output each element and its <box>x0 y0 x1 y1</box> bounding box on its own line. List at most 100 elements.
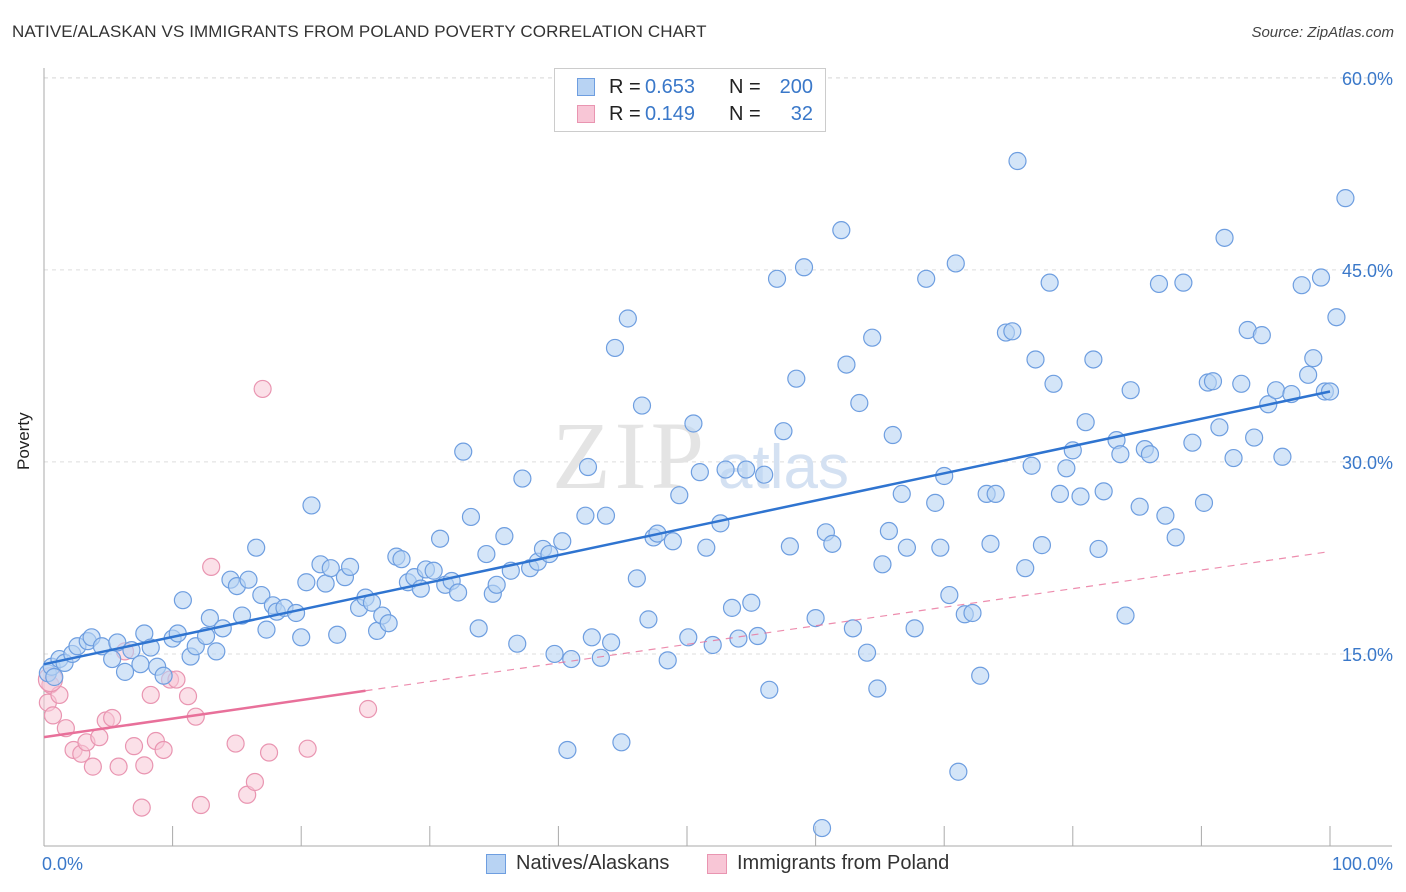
natives-point <box>612 733 631 752</box>
natives-point <box>892 484 911 504</box>
natives-point <box>1149 274 1169 294</box>
natives-point <box>1130 497 1149 516</box>
natives-point <box>1215 228 1234 247</box>
natives-point <box>1183 433 1202 452</box>
bottom-legend-swatch-poland <box>707 853 727 874</box>
natives-point <box>843 619 862 638</box>
legend-r-label: R = <box>609 75 641 98</box>
natives-point <box>767 269 787 288</box>
natives-point <box>1008 151 1027 171</box>
natives-point <box>1299 365 1318 384</box>
natives-point <box>618 309 637 328</box>
poland-point <box>358 699 378 719</box>
natives-point <box>729 629 748 648</box>
poland-point <box>245 772 265 792</box>
poland-point <box>132 798 151 817</box>
natives-point <box>340 557 360 576</box>
natives-point <box>316 574 335 593</box>
poland-points <box>37 379 378 817</box>
natives-point <box>1094 482 1113 501</box>
natives-point <box>863 328 882 347</box>
poland-point <box>154 740 173 760</box>
natives-point <box>605 338 625 358</box>
natives-point <box>1210 418 1229 437</box>
natives-point <box>742 593 761 612</box>
natives-point <box>553 532 572 551</box>
y-tick-label: 15.0% <box>1342 645 1393 665</box>
natives-point <box>684 414 703 433</box>
natives-point <box>596 506 616 525</box>
poland-point <box>191 795 210 815</box>
poland-trend-line <box>43 689 366 739</box>
natives-point <box>690 463 709 482</box>
trend-lines <box>43 390 1331 739</box>
natives-point <box>508 634 527 653</box>
natives-point <box>477 544 496 564</box>
poland-point <box>298 739 317 758</box>
natives-point <box>1245 428 1264 447</box>
natives-point <box>602 633 621 652</box>
natives-point <box>737 460 756 479</box>
natives-point <box>787 369 806 388</box>
x-tick-label: 100.0% <box>1332 854 1393 874</box>
natives-point <box>879 521 899 541</box>
natives-point <box>207 642 226 661</box>
natives-point <box>45 667 64 687</box>
natives-point <box>328 625 347 644</box>
legend-swatch-poland <box>577 105 595 123</box>
natives-point <box>697 538 716 557</box>
natives-point <box>173 591 192 610</box>
natives-point <box>558 740 577 760</box>
natives-point <box>1044 374 1063 393</box>
natives-point <box>981 534 1000 553</box>
natives-point <box>1224 448 1243 468</box>
natives-point <box>627 569 646 588</box>
natives-point <box>1076 413 1095 432</box>
natives-point <box>639 610 658 629</box>
legend: R = 0.653 N = 200 R = 0.149 N = 32 <box>554 68 826 132</box>
bottom-legend-poland[interactable]: Immigrants from Poland <box>707 852 949 875</box>
natives-point <box>562 649 581 669</box>
bottom-legend-label-natives: Natives/Alaskans <box>516 852 670 874</box>
natives-point <box>1174 273 1193 292</box>
natives-point <box>239 570 258 589</box>
natives-point <box>487 575 506 594</box>
natives-point <box>379 614 398 633</box>
natives-point <box>1116 606 1135 625</box>
natives-point <box>1026 350 1045 369</box>
natives-point <box>716 460 735 479</box>
poland-point <box>124 737 144 756</box>
y-tick-label: 45.0% <box>1342 261 1393 281</box>
natives-point <box>247 538 266 557</box>
natives-point <box>1304 349 1323 368</box>
natives-point <box>949 762 968 781</box>
natives-point <box>1016 559 1035 578</box>
poland-point <box>259 743 279 762</box>
natives-point <box>850 393 869 413</box>
natives-point <box>1311 268 1331 287</box>
natives-point <box>103 649 122 669</box>
natives-point <box>1252 326 1271 345</box>
poland-point <box>109 757 128 776</box>
bottom-legend-natives[interactable]: Natives/Alaskans <box>486 852 669 875</box>
natives-point <box>495 527 514 546</box>
poland-point <box>202 557 221 576</box>
natives-point <box>748 626 767 646</box>
natives-point <box>1040 273 1059 292</box>
natives-point <box>252 585 271 605</box>
natives-point <box>1111 445 1130 464</box>
legend-swatch-natives <box>577 78 595 96</box>
natives-point <box>986 484 1005 504</box>
legend-n-value: 200 <box>779 75 813 98</box>
natives-point <box>430 529 450 548</box>
poland-point <box>253 379 272 399</box>
poland-point <box>103 708 122 728</box>
natives-point <box>540 544 559 564</box>
natives-point <box>1156 506 1175 525</box>
natives-point <box>755 465 774 484</box>
natives-point <box>832 221 851 240</box>
poland-point <box>226 734 245 753</box>
natives-point <box>794 258 814 277</box>
natives-point <box>917 269 936 288</box>
